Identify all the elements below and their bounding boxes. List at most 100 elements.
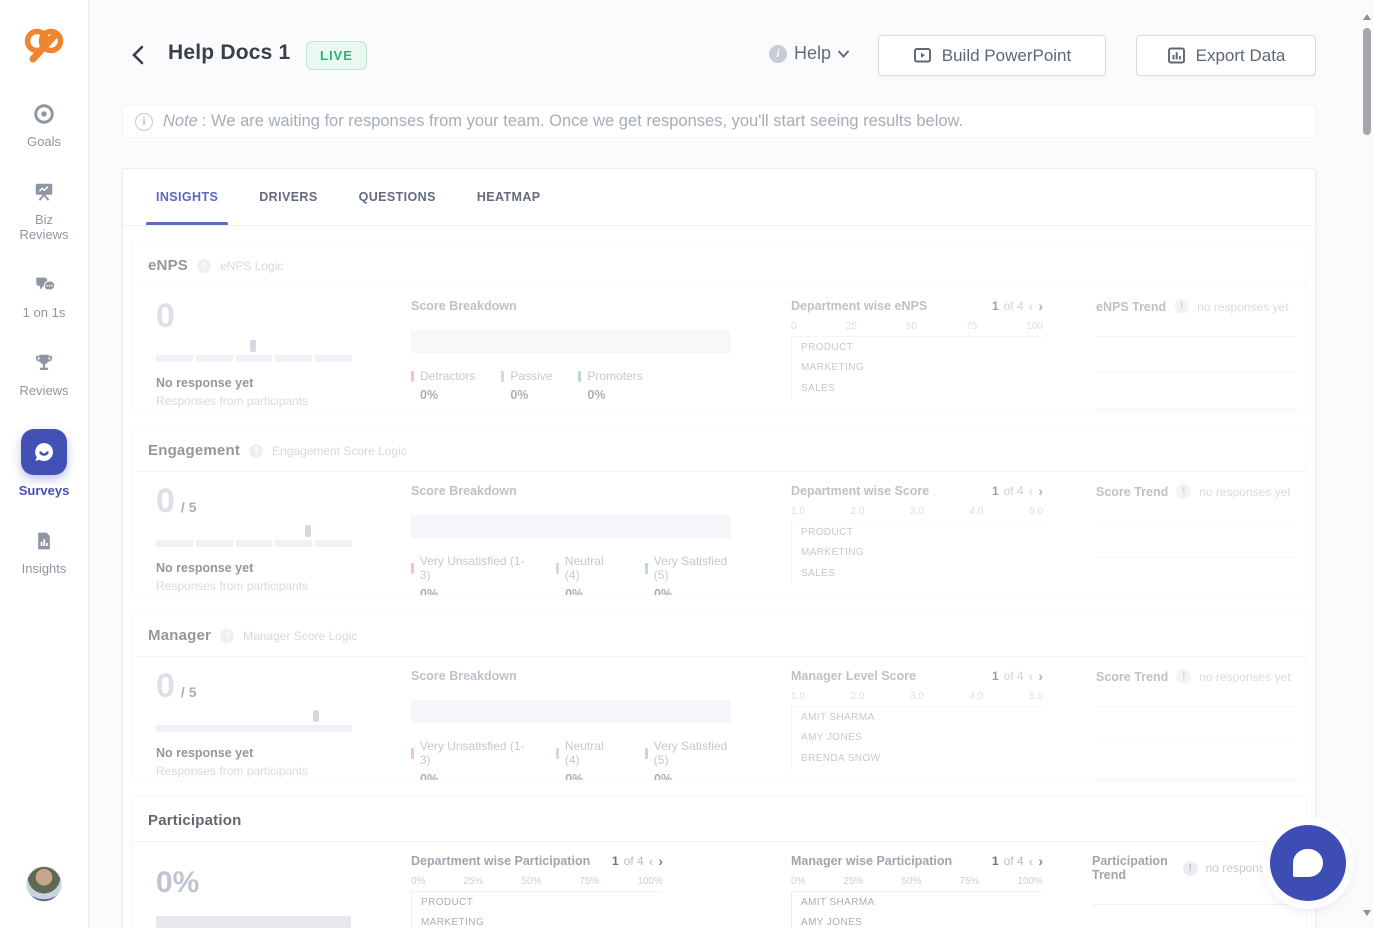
trend-gridlines [1092, 904, 1297, 928]
manager-level-chart: Manager Level Score 1 of 4 ‹ › 1.0 2.0 3.0… [791, 669, 1043, 769]
chart-row: BRENDA SNOW [801, 752, 881, 764]
pager-next-icon[interactable]: › [1038, 298, 1043, 314]
build-powerpoint-button[interactable]: Build PowerPoint [878, 35, 1106, 76]
participation-score-panel: 0% No participation yet [156, 866, 351, 928]
chart-pager: 1 of 4 ‹ › [991, 298, 1043, 314]
pager-next-icon[interactable]: › [1038, 483, 1043, 499]
legend-item-very-satisfied: Very Satisfied (5) 0% [644, 739, 741, 780]
scroll-up-icon[interactable] [1363, 10, 1371, 20]
manager-score-panel: 0/ 5 No response yet Responses from part… [156, 669, 366, 780]
notice-text: Note: We are waiting for responses from … [163, 112, 964, 130]
presentation-icon [33, 180, 55, 204]
section-title: Participation [148, 812, 242, 829]
chat-launcher-button[interactable] [1270, 825, 1346, 901]
chart-row: MARKETING [421, 917, 485, 928]
gauge-marker-icon [312, 710, 319, 722]
manager-trend-panel: Score Trend ! no responses yet [1096, 669, 1296, 780]
participation-manager-chart: Manager wise Participation 1 of 4 ‹ › 0%… [791, 854, 1043, 928]
section-participation-body: 0% No participation yet Department wise … [132, 842, 1306, 928]
pager-prev-icon[interactable]: ‹ [1028, 298, 1034, 314]
no-response-subtitle: Responses from participants havent come … [156, 764, 309, 780]
report-file-icon [34, 529, 54, 553]
tab-drivers[interactable]: DRIVERS [259, 190, 318, 204]
participation-bar [156, 916, 351, 928]
chart-row: MARKETING [801, 362, 865, 374]
sidebar-item-surveys[interactable]: Surveys [1, 428, 87, 499]
help-question-icon[interactable]: ? [197, 258, 211, 273]
chart-row: AMY JONES [801, 917, 863, 928]
pager-prev-icon[interactable]: ‹ [1028, 668, 1034, 684]
chart-title: Department wise eNPS [791, 299, 928, 313]
no-response-title: No response yet [156, 561, 254, 575]
section-enps: eNPS ? eNPS Logic 0 No response yet Resp… [131, 241, 1307, 411]
status-badge-live: LIVE [306, 41, 367, 70]
legend-tick-icon [644, 747, 648, 759]
chart-rows: PRODUCT MARKETING SALES [791, 337, 1043, 399]
pager-prev-icon[interactable]: ‹ [648, 853, 654, 869]
tab-heatmap[interactable]: HEATMAP [476, 190, 541, 204]
engagement-score-value: 0/ 5 [156, 482, 197, 520]
trend-title: Score Trend [1096, 484, 1169, 499]
sidebar-item-insights[interactable]: Insights [1, 529, 87, 577]
manager-gauge [156, 710, 353, 732]
sidebar-item-goals[interactable]: Goals [1, 102, 87, 150]
mesh-logo[interactable] [21, 24, 67, 70]
legend-tick-icon [578, 370, 582, 382]
help-dropdown[interactable]: i Help [769, 43, 850, 64]
trend-title: eNPS Trend [1096, 299, 1167, 314]
section-engagement: Engagement ? Engagement Score Logic 0/ 5… [131, 426, 1307, 596]
x-axis: 1.0 2.0 3.0 4.0 5.0 [791, 691, 1043, 707]
enps-score-value: 0 [156, 297, 175, 335]
section-title: Manager [148, 627, 212, 644]
chart-pager: 1 of 4 ‹ › [991, 668, 1043, 684]
trend-gridlines [1096, 521, 1296, 595]
trophy-icon [33, 351, 55, 375]
sidebar-item-1on1s[interactable]: 1 on 1s [1, 273, 87, 321]
x-axis: 0% 25% 50% 75% 100% [411, 876, 663, 892]
legend-tick-icon [556, 562, 559, 574]
back-button[interactable] [131, 44, 151, 66]
section-title: eNPS [148, 257, 188, 274]
chart-row: PRODUCT [801, 526, 854, 538]
pager-prev-icon[interactable]: ‹ [1028, 483, 1034, 499]
sidebar-item-biz-reviews[interactable]: Biz Reviews [1, 180, 87, 243]
tab-insights[interactable]: INSIGHTS [145, 169, 229, 225]
export-data-label: Export Data [1195, 45, 1286, 65]
participation-department-chart: Department wise Participation 1 of 4 ‹ ›… [411, 854, 663, 928]
breakdown-bar [411, 700, 731, 723]
bar-chart-icon [1167, 47, 1185, 64]
build-powerpoint-label: Build PowerPoint [941, 45, 1072, 65]
results-card: INSIGHTS DRIVERS QUESTIONS HEATMAP eNPS … [122, 168, 1316, 928]
tab-questions[interactable]: QUESTIONS [358, 190, 436, 204]
section-participation: Participation 0% No participation yet De… [131, 796, 1307, 928]
pager-next-icon[interactable]: › [1038, 668, 1043, 684]
export-data-button[interactable]: Export Data [1136, 35, 1316, 76]
chart-title: Manager wise Participation [791, 854, 953, 868]
trend-status: no responses yet [1199, 484, 1291, 499]
page-title: Help Docs 1 [168, 41, 291, 64]
x-axis: 0% 25% 50% 75% 100% [791, 876, 1043, 892]
breakdown-title: Score Breakdown [411, 669, 517, 683]
scrollbar[interactable] [1361, 0, 1373, 928]
section-participation-header: Participation [132, 797, 1306, 842]
section-manager: Manager ? Manager Score Logic 0/ 5 No re… [131, 611, 1307, 781]
alert-icon: ! [1176, 484, 1192, 499]
trend-gridlines [1096, 336, 1296, 410]
sidebar-item-label: Reviews [19, 382, 69, 398]
scrollbar-thumb[interactable] [1363, 28, 1371, 135]
section-engagement-header: Engagement ? Engagement Score Logic [132, 427, 1306, 472]
help-question-icon[interactable]: ? [220, 628, 235, 643]
user-avatar[interactable] [26, 866, 62, 902]
chart-rows: PRODUCT MARKETING SALES [411, 892, 663, 928]
pager-prev-icon[interactable]: ‹ [1028, 853, 1034, 869]
pager-next-icon[interactable]: › [658, 853, 663, 869]
pager-next-icon[interactable]: › [1038, 853, 1043, 869]
help-question-icon[interactable]: ? [249, 443, 264, 458]
logic-label: eNPS Logic [220, 258, 284, 273]
gauge-marker-icon [250, 340, 257, 352]
survey-bubble-icon [21, 428, 67, 475]
breakdown-title: Score Breakdown [411, 299, 517, 313]
sidebar-item-reviews[interactable]: Reviews [1, 351, 87, 399]
no-response-title: No response yet [156, 376, 254, 390]
scroll-down-icon[interactable] [1363, 910, 1371, 920]
